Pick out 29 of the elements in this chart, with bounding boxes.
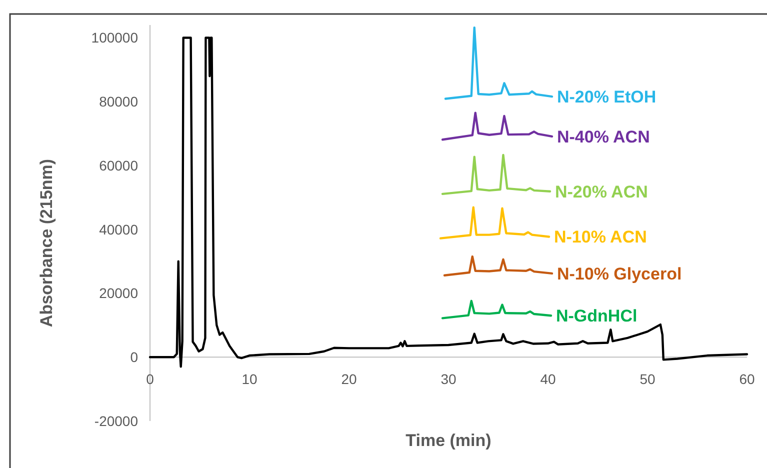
y-tick-label: 100000 bbox=[91, 30, 138, 46]
x-axis-title: Time (min) bbox=[406, 431, 492, 450]
line-series bbox=[441, 112, 554, 141]
x-tick-label: 40 bbox=[540, 371, 556, 388]
x-tick-label: 20 bbox=[341, 371, 357, 388]
line-series bbox=[444, 26, 554, 100]
y-tick-label: 60000 bbox=[99, 157, 138, 174]
series-label: N-20% ACN bbox=[554, 182, 648, 202]
line-series bbox=[443, 255, 554, 276]
series-label: N-10% Glycerol bbox=[556, 264, 682, 284]
line-series bbox=[441, 300, 552, 320]
y-tick-label: 40000 bbox=[99, 221, 138, 238]
series-label: N-40% ACN bbox=[556, 127, 650, 146]
line-series bbox=[148, 36, 748, 368]
y-axis-title: Absorbance (215nm) bbox=[37, 158, 56, 328]
x-tick-label: 10 bbox=[242, 371, 258, 388]
y-tick-label: 0 bbox=[130, 349, 138, 366]
y-tick-label: 20000 bbox=[99, 285, 138, 302]
series-label: N-GdnHCl bbox=[556, 306, 638, 326]
y-tick-label: -20000 bbox=[94, 412, 138, 429]
x-tick-label: 50 bbox=[640, 371, 656, 388]
line-series bbox=[441, 154, 552, 196]
series-label: N-20% EtOH bbox=[556, 87, 656, 106]
x-tick-label: 30 bbox=[440, 371, 456, 388]
line-series bbox=[439, 206, 550, 240]
x-tick-label: 60 bbox=[739, 371, 755, 388]
x-tick-label: 0 bbox=[146, 371, 154, 388]
series-label: N-10% ACN bbox=[554, 228, 647, 247]
y-tick-label: 80000 bbox=[99, 94, 138, 110]
